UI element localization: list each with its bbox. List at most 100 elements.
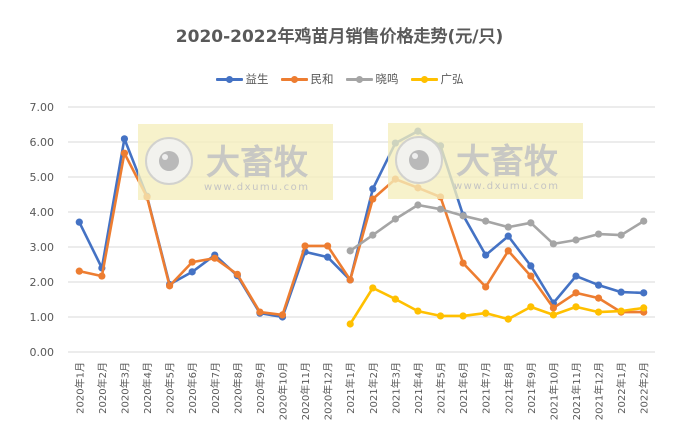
x-tick-label: 2020年10月 xyxy=(276,362,289,420)
data-point xyxy=(98,272,106,280)
x-tick-label: 2021年4月 xyxy=(412,362,425,414)
x-tick-label: 2020年3月 xyxy=(118,362,131,414)
data-point xyxy=(391,295,399,303)
series-line xyxy=(349,203,645,252)
x-tick-label: 2020年2月 xyxy=(96,362,109,414)
data-point xyxy=(369,195,377,203)
data-point xyxy=(617,307,625,315)
data-point xyxy=(233,270,241,278)
series-广弘 xyxy=(346,284,648,328)
data-point xyxy=(617,288,625,296)
data-point xyxy=(594,281,603,289)
data-point xyxy=(549,240,558,248)
data-point xyxy=(640,304,648,312)
data-point xyxy=(188,258,196,266)
y-tick-label: 2.00 xyxy=(30,276,55,289)
data-point xyxy=(549,304,558,312)
y-tick-label: 0.00 xyxy=(30,346,55,359)
x-tick-label: 2020年8月 xyxy=(231,362,244,414)
data-point xyxy=(414,307,422,315)
data-point xyxy=(527,272,535,280)
data-point xyxy=(482,217,490,225)
watermark-url: www.dxumu.com xyxy=(454,181,560,192)
data-point xyxy=(120,149,129,157)
legend-label: 晓鸣 xyxy=(375,72,399,86)
series-晓鸣 xyxy=(346,201,648,255)
x-tick-label: 2020年9月 xyxy=(254,362,267,414)
series-line xyxy=(79,151,644,317)
legend-marker-icon xyxy=(280,74,308,84)
data-point xyxy=(459,312,467,320)
x-tick-label: 2021年6月 xyxy=(457,362,470,414)
data-point xyxy=(594,308,603,316)
legend-marker-icon xyxy=(345,74,373,84)
data-point xyxy=(549,311,558,319)
x-tick-label: 2020年12月 xyxy=(322,362,335,420)
data-point xyxy=(414,201,422,209)
x-tick-label: 2021年5月 xyxy=(435,362,448,414)
data-point xyxy=(572,236,580,244)
x-tick-label: 2020年6月 xyxy=(186,362,199,414)
x-tick-label: 2020年5月 xyxy=(164,362,177,414)
x-tick-label: 2020年7月 xyxy=(209,362,222,414)
data-point xyxy=(640,217,648,225)
series-line xyxy=(349,286,644,325)
x-tick-label: 2021年7月 xyxy=(480,362,493,414)
data-point xyxy=(324,253,332,261)
watermark-brand: 大畜牧 xyxy=(456,142,559,182)
data-point xyxy=(75,218,83,226)
y-tick-label: 4.00 xyxy=(30,206,55,219)
data-point xyxy=(527,262,535,270)
data-point xyxy=(527,303,535,311)
data-point xyxy=(594,230,603,238)
data-point xyxy=(572,272,580,280)
x-tick-label: 2021年12月 xyxy=(593,362,606,420)
chart-title: 2020-2022年鸡苗月销售价格走势(元/只) xyxy=(175,27,504,47)
legend: 益生 民和 晓鸣 广弘 xyxy=(0,71,679,87)
data-point xyxy=(640,289,648,297)
data-point xyxy=(324,242,332,250)
y-tick-label: 7.00 xyxy=(30,101,55,114)
data-point xyxy=(301,242,309,250)
x-tick-label: 2021年3月 xyxy=(389,362,402,414)
legend-item-minhe: 民和 xyxy=(280,71,334,87)
x-tick-label: 2022年2月 xyxy=(638,362,651,414)
y-tick-label: 5.00 xyxy=(30,171,55,184)
data-point xyxy=(504,315,512,323)
data-point xyxy=(572,303,580,311)
data-point xyxy=(75,267,83,275)
data-point xyxy=(482,309,490,317)
data-point xyxy=(572,289,580,297)
legend-item-guanghong: 广弘 xyxy=(410,71,464,87)
data-point xyxy=(369,185,377,193)
data-point xyxy=(346,320,354,328)
x-tick-label: 2021年9月 xyxy=(525,362,538,414)
x-tick-label: 2021年11月 xyxy=(570,362,583,420)
data-point xyxy=(211,254,219,262)
data-point xyxy=(369,231,377,239)
data-point xyxy=(391,215,399,223)
x-axis: 2020年1月 2020年2月 2020年3月 2020年4月 2020年5月 2020年… xyxy=(73,362,650,420)
x-tick-label: 2020年4月 xyxy=(141,362,154,414)
data-point xyxy=(504,247,512,255)
data-point xyxy=(459,212,467,220)
data-point xyxy=(165,282,174,290)
data-point xyxy=(346,247,354,255)
series-lines xyxy=(75,127,648,328)
watermark-url: www.dxumu.com xyxy=(204,182,310,193)
legend-label: 民和 xyxy=(310,72,334,86)
data-point xyxy=(188,268,196,276)
data-point xyxy=(482,283,490,291)
y-tick-label: 3.00 xyxy=(30,241,55,254)
data-point xyxy=(120,135,129,143)
x-tick-label: 2021年8月 xyxy=(502,362,515,414)
legend-marker-icon xyxy=(215,74,243,84)
data-point xyxy=(436,205,445,213)
gridlines xyxy=(68,106,655,353)
legend-label: 益生 xyxy=(245,72,269,86)
